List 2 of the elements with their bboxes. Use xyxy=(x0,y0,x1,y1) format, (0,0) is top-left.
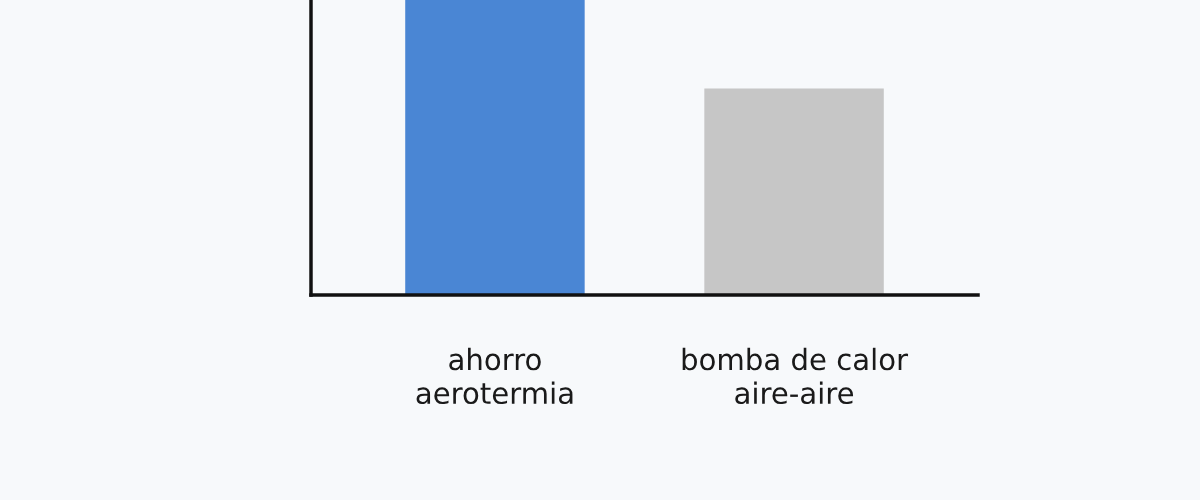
x-tick-label: ahorro aerotermia xyxy=(416,347,573,405)
x-tick-label: bomba de calor aire-aire xyxy=(682,347,909,405)
